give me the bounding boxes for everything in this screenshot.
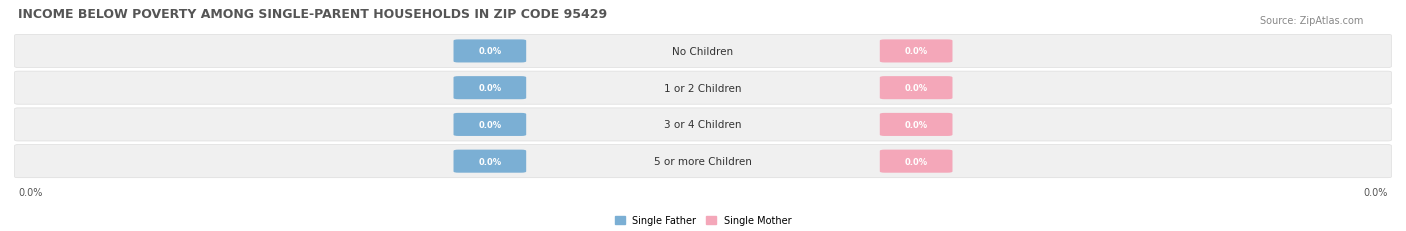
FancyBboxPatch shape xyxy=(880,113,952,136)
Text: 0.0%: 0.0% xyxy=(478,84,502,93)
Text: 0.0%: 0.0% xyxy=(478,120,502,129)
FancyBboxPatch shape xyxy=(880,40,952,63)
Text: 0.0%: 0.0% xyxy=(18,187,42,197)
FancyBboxPatch shape xyxy=(454,77,526,100)
Text: 1 or 2 Children: 1 or 2 Children xyxy=(664,83,742,93)
Text: 0.0%: 0.0% xyxy=(478,47,502,56)
FancyBboxPatch shape xyxy=(14,145,1392,178)
Legend: Single Father, Single Mother: Single Father, Single Mother xyxy=(612,211,794,229)
Text: 0.0%: 0.0% xyxy=(478,157,502,166)
Text: 3 or 4 Children: 3 or 4 Children xyxy=(664,120,742,130)
Text: No Children: No Children xyxy=(672,47,734,57)
Text: 0.0%: 0.0% xyxy=(904,47,928,56)
FancyBboxPatch shape xyxy=(454,113,526,136)
FancyBboxPatch shape xyxy=(14,72,1392,105)
Text: 5 or more Children: 5 or more Children xyxy=(654,156,752,167)
FancyBboxPatch shape xyxy=(14,108,1392,141)
Text: 0.0%: 0.0% xyxy=(904,84,928,93)
Text: Source: ZipAtlas.com: Source: ZipAtlas.com xyxy=(1260,16,1364,26)
FancyBboxPatch shape xyxy=(14,35,1392,68)
FancyBboxPatch shape xyxy=(454,150,526,173)
Text: 0.0%: 0.0% xyxy=(904,120,928,129)
FancyBboxPatch shape xyxy=(880,150,952,173)
Text: 0.0%: 0.0% xyxy=(904,157,928,166)
Text: INCOME BELOW POVERTY AMONG SINGLE-PARENT HOUSEHOLDS IN ZIP CODE 95429: INCOME BELOW POVERTY AMONG SINGLE-PARENT… xyxy=(18,8,607,21)
FancyBboxPatch shape xyxy=(880,77,952,100)
FancyBboxPatch shape xyxy=(454,40,526,63)
Text: 0.0%: 0.0% xyxy=(1364,187,1388,197)
